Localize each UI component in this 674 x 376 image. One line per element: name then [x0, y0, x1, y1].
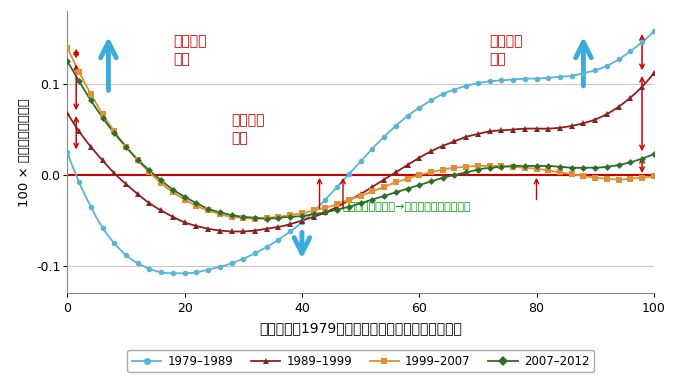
X-axis label: スキル度（1979年の平均対数賃金にランク付け）: スキル度（1979年の平均対数賃金にランク付け）: [259, 321, 462, 335]
Text: 中レベル
減少: 中レベル 減少: [232, 113, 265, 146]
Y-axis label: 100 × 雇用シェアの変化: 100 × 雇用シェアの変化: [18, 98, 30, 207]
Text: 低レベル
増加: 低レベル 増加: [173, 34, 206, 67]
Text: 高レベル
増加: 高レベル 増加: [489, 34, 523, 67]
Text: 職が失われる境界→より高スキル者へ移動: 職が失われる境界→より高スキル者へ移動: [343, 202, 472, 212]
Legend: 1979–1989, 1989–1999, 1999–2007, 2007–2012: 1979–1989, 1989–1999, 1999–2007, 2007–20…: [127, 350, 594, 372]
